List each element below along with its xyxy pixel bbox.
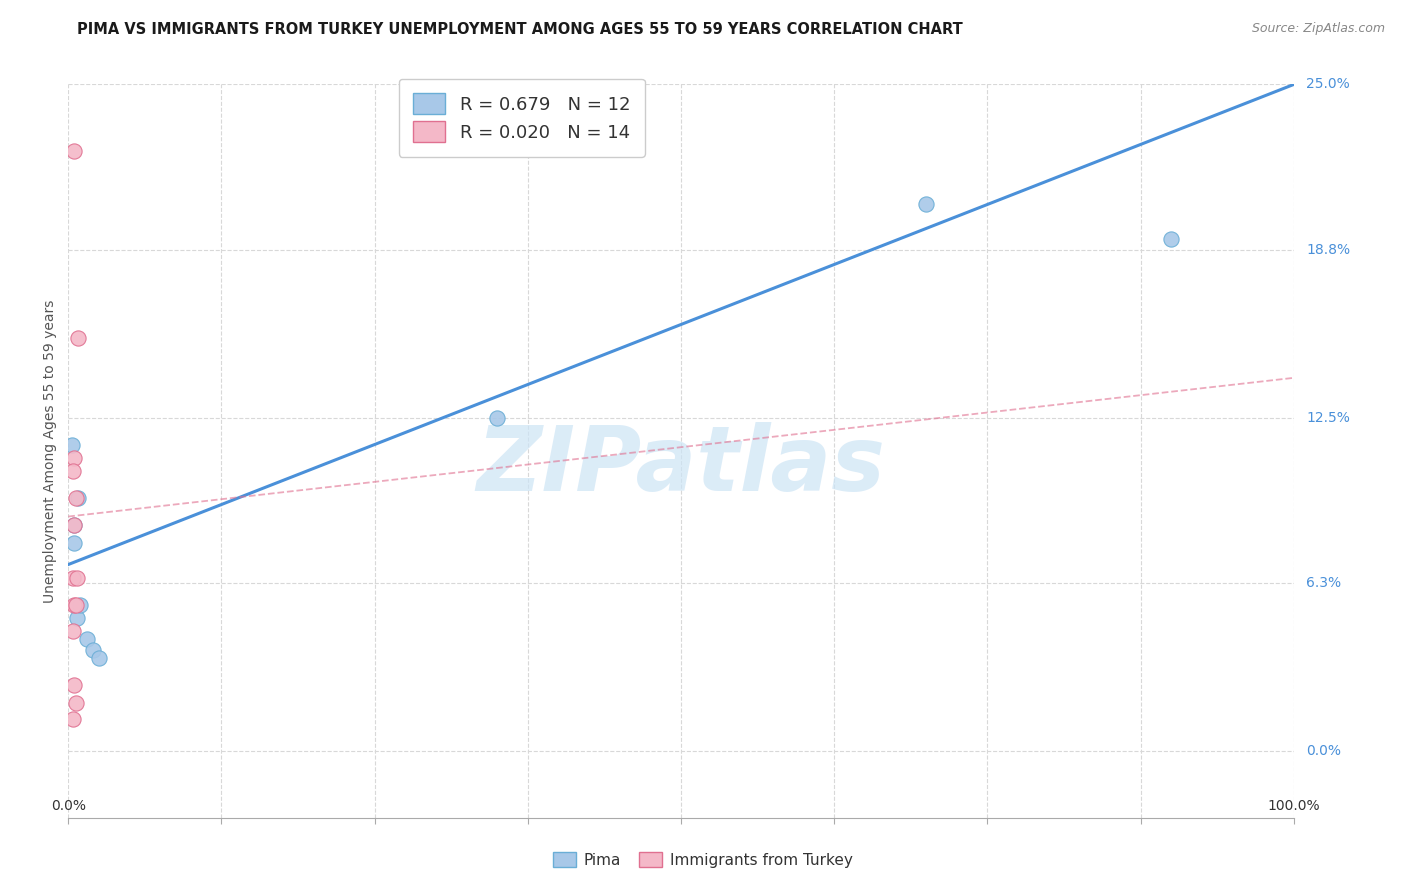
Text: ZIPatlas: ZIPatlas (477, 422, 886, 510)
Y-axis label: Unemployment Among Ages 55 to 59 years: Unemployment Among Ages 55 to 59 years (44, 300, 58, 603)
Text: 6.3%: 6.3% (1306, 576, 1341, 591)
Text: PIMA VS IMMIGRANTS FROM TURKEY UNEMPLOYMENT AMONG AGES 55 TO 59 YEARS CORRELATIO: PIMA VS IMMIGRANTS FROM TURKEY UNEMPLOYM… (77, 22, 963, 37)
Point (67, 331, 90, 345)
Point (65, 598, 87, 612)
Text: 0.0%: 0.0% (51, 799, 86, 814)
Point (62, 712, 84, 726)
Point (60, 437, 83, 451)
Point (62, 571, 84, 585)
Point (63, 517, 86, 532)
Point (66, 571, 89, 585)
Point (65, 696, 87, 710)
Point (63, 517, 86, 532)
Point (63, 536, 86, 550)
Point (63, 450, 86, 465)
Text: 18.8%: 18.8% (1306, 243, 1350, 257)
Point (66, 611, 89, 625)
Text: 25.0%: 25.0% (1306, 78, 1350, 92)
Point (486, 410, 509, 425)
Text: 12.5%: 12.5% (1306, 411, 1350, 425)
Point (1160, 232, 1182, 246)
Point (63, 677, 86, 691)
Legend: R = 0.679   N = 12, R = 0.020   N = 14: R = 0.679 N = 12, R = 0.020 N = 14 (398, 78, 645, 157)
Point (62, 624, 84, 639)
Point (82, 643, 104, 657)
Text: 0.0%: 0.0% (1306, 744, 1341, 758)
Text: 100.0%: 100.0% (1267, 799, 1320, 814)
Point (76, 632, 98, 647)
Point (63, 144, 86, 158)
Legend: Pima, Immigrants from Turkey: Pima, Immigrants from Turkey (546, 844, 860, 875)
Text: Source: ZipAtlas.com: Source: ZipAtlas.com (1251, 22, 1385, 36)
Point (67, 491, 90, 505)
Point (87, 651, 110, 665)
Point (69, 598, 91, 612)
Point (915, 197, 938, 211)
Point (63, 598, 86, 612)
Point (65, 491, 87, 505)
Point (62, 464, 84, 478)
